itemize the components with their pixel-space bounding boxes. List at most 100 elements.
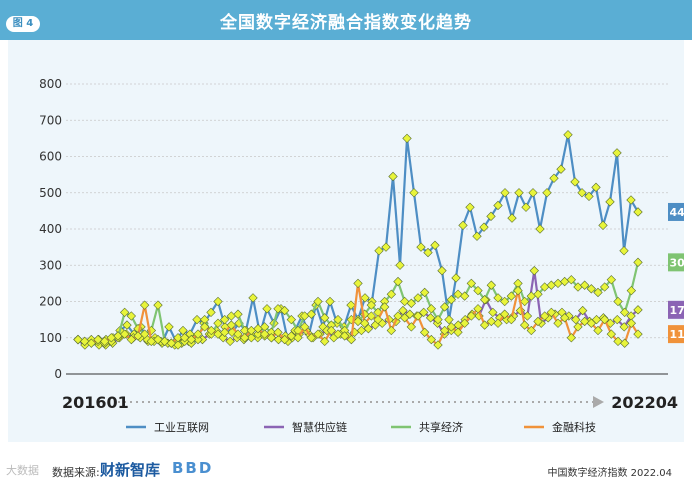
end-value-label: 447 — [670, 206, 684, 219]
data-point — [633, 257, 643, 268]
data-point — [606, 275, 617, 285]
data-point — [93, 334, 103, 345]
data-point — [573, 282, 583, 292]
data-point — [513, 278, 523, 289]
data-point — [388, 171, 398, 182]
data-point — [593, 325, 603, 336]
data-point — [578, 305, 588, 316]
data-point — [333, 314, 343, 325]
data-point — [373, 314, 383, 325]
data-point — [553, 318, 563, 328]
data-point — [579, 280, 590, 290]
data-point — [173, 340, 183, 350]
end-value-badge — [668, 253, 684, 272]
y-tick-label: 0 — [54, 367, 62, 381]
data-point — [612, 314, 622, 325]
data-point — [612, 148, 622, 158]
data-point — [248, 293, 258, 303]
data-point — [493, 293, 503, 303]
source-label: 数据来源: — [52, 466, 100, 479]
data-point — [159, 336, 170, 347]
data-point — [353, 316, 363, 327]
data-point — [419, 307, 429, 318]
data-point — [542, 188, 552, 198]
data-point — [419, 327, 430, 337]
data-point — [306, 309, 317, 319]
data-point — [425, 313, 436, 323]
figure-badge: 图 4 — [6, 16, 40, 32]
data-point — [613, 336, 623, 347]
data-point — [413, 311, 423, 321]
data-point — [119, 307, 130, 318]
data-point — [598, 220, 608, 231]
data-point — [126, 334, 137, 345]
data-point — [173, 333, 183, 343]
data-point — [393, 311, 403, 321]
end-value-label: 110 — [670, 328, 684, 341]
legend-label: 工业互联网 — [154, 421, 209, 434]
data-point — [571, 314, 581, 325]
data-point — [619, 246, 629, 256]
data-point — [535, 224, 545, 234]
data-point — [633, 207, 643, 217]
legend-label: 智慧供应链 — [292, 420, 347, 434]
data-point — [325, 296, 335, 307]
data-point — [374, 246, 384, 256]
data-point — [381, 242, 391, 252]
data-point — [513, 285, 523, 296]
data-point — [619, 322, 629, 332]
data-point — [539, 282, 550, 292]
data-point — [499, 296, 510, 307]
data-point — [521, 202, 531, 212]
data-point — [346, 334, 357, 345]
data-point — [409, 188, 419, 198]
data-point — [459, 318, 470, 328]
data-point — [286, 314, 297, 325]
data-point — [626, 195, 636, 205]
data-point — [619, 338, 630, 348]
data-point — [626, 311, 636, 321]
data-point — [360, 293, 370, 303]
data-point — [437, 266, 447, 276]
data-point — [213, 296, 223, 307]
data-point — [79, 336, 90, 347]
data-point — [570, 177, 580, 187]
data-point — [522, 311, 533, 321]
data-point — [126, 311, 137, 321]
data-point — [577, 188, 587, 198]
data-point — [153, 300, 163, 310]
brand-logo: 财新智库 — [100, 461, 161, 479]
data-point — [413, 293, 423, 303]
data-point — [153, 334, 163, 345]
y-tick-label: 200 — [39, 295, 62, 309]
data-point — [293, 333, 303, 343]
data-point — [146, 336, 157, 347]
data-point — [386, 325, 397, 336]
end-value-label: 308 — [670, 256, 684, 269]
data-point — [199, 314, 210, 325]
data-point — [433, 314, 443, 325]
watermark: 大数据 — [6, 464, 39, 477]
data-point — [453, 289, 463, 299]
data-point — [233, 309, 243, 319]
data-point — [253, 324, 263, 334]
data-point — [326, 320, 337, 330]
data-point — [393, 276, 403, 287]
data-point — [395, 260, 405, 270]
data-point — [593, 287, 603, 298]
data-point — [626, 318, 637, 328]
y-tick-label: 100 — [39, 331, 62, 345]
data-point — [451, 273, 461, 283]
data-point — [566, 275, 577, 285]
data-point — [363, 324, 374, 334]
legend-label: 金融科技 — [552, 420, 596, 434]
data-point — [507, 213, 517, 223]
data-point — [178, 325, 188, 336]
data-point — [473, 285, 483, 296]
y-tick-label: 300 — [39, 258, 62, 272]
data-point — [139, 329, 150, 339]
data-point — [266, 327, 277, 337]
data-point — [573, 322, 583, 332]
data-point — [493, 318, 503, 328]
data-point — [206, 325, 217, 336]
